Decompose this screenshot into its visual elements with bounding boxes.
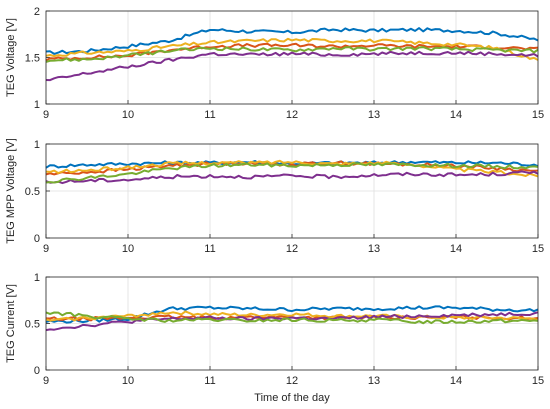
y-tick-label: 0 bbox=[34, 233, 40, 245]
x-tick-label: 15 bbox=[532, 375, 544, 387]
series-line-2-3 bbox=[45, 159, 539, 178]
x-tick-label: 10 bbox=[122, 109, 134, 121]
series-line-3-3 bbox=[45, 310, 539, 322]
plot-frame-1 bbox=[45, 10, 539, 105]
x-tick-label: 9 bbox=[43, 109, 49, 121]
y-tick-label: 1 bbox=[34, 272, 40, 284]
x-tick-label: 10 bbox=[122, 243, 134, 255]
x-tick-label: 15 bbox=[532, 243, 544, 255]
x-tick-label: 14 bbox=[450, 109, 462, 121]
x-tick-label: 11 bbox=[204, 375, 215, 387]
series-line-1-5 bbox=[45, 46, 539, 63]
x-tick-label: 13 bbox=[368, 109, 380, 121]
x-tick-label: 10 bbox=[122, 375, 134, 387]
y-axis-title-3: TEG Current [V] bbox=[5, 284, 17, 363]
x-tick-label: 11 bbox=[204, 109, 215, 121]
x-tick-label: 12 bbox=[286, 243, 298, 255]
plot-frame-3 bbox=[45, 276, 539, 371]
x-tick-label: 12 bbox=[286, 109, 298, 121]
x-tick-label: 11 bbox=[204, 243, 215, 255]
series-line-2-4 bbox=[45, 170, 539, 185]
y-tick-label: 1 bbox=[34, 139, 40, 151]
x-tick-label: 13 bbox=[368, 243, 380, 255]
x-tick-label: 15 bbox=[532, 109, 544, 121]
x-tick-label: 9 bbox=[43, 375, 49, 387]
y-tick-label: 1.5 bbox=[25, 53, 40, 65]
x-tick-label: 12 bbox=[286, 375, 298, 387]
y-tick-label: 0.5 bbox=[25, 319, 40, 331]
y-tick-label: 2 bbox=[34, 6, 40, 18]
x-axis-title: Time of the day bbox=[254, 392, 330, 404]
series-line-1-3 bbox=[45, 37, 539, 61]
y-axis-title-2: TEG MPP Voltage [V] bbox=[5, 138, 17, 244]
x-tick-label: 13 bbox=[368, 375, 380, 387]
y-tick-label: 0.5 bbox=[25, 186, 40, 198]
series-line-3-5 bbox=[45, 311, 539, 325]
series-line-3-1 bbox=[45, 305, 539, 324]
x-tick-label: 14 bbox=[450, 243, 462, 255]
plot-frame-2 bbox=[45, 143, 539, 239]
x-tick-label: 14 bbox=[450, 375, 462, 387]
series-line-1-1 bbox=[45, 27, 539, 55]
x-tick-label: 9 bbox=[43, 243, 49, 255]
y-axis-title-1: TEG Voltage [V] bbox=[5, 18, 17, 97]
series-line-2-5 bbox=[45, 162, 539, 184]
y-tick-label: 1 bbox=[34, 99, 40, 111]
series-line-3-4 bbox=[45, 311, 539, 332]
series-line-1-4 bbox=[45, 50, 539, 82]
y-tick-label: 0 bbox=[34, 365, 40, 377]
